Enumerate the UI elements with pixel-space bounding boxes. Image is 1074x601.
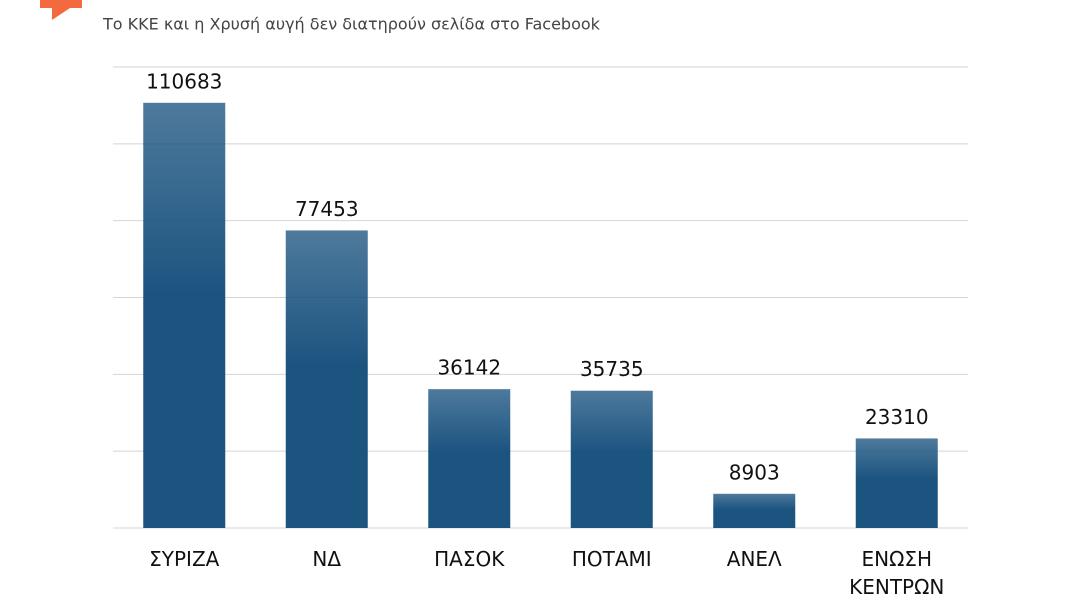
value-label: 36142: [437, 356, 501, 380]
chart-subtitle: Το ΚΚΕ και η Χρυσή αυγή δεν διατηρούν σε…: [102, 15, 601, 34]
bar: [285, 230, 368, 528]
bar: [855, 438, 938, 528]
bar: [143, 102, 226, 528]
bar: [570, 390, 653, 528]
bar: [713, 493, 796, 528]
x-tick-label: ΑΝΕΛ: [726, 547, 782, 571]
x-tick-label: ΣΥΡΙΖΑ: [149, 547, 220, 571]
value-label: 77453: [295, 197, 359, 221]
bar: [428, 389, 511, 528]
x-tick-label: ΝΔ: [312, 547, 342, 571]
logo-icon: [40, 0, 82, 20]
value-label: 8903: [729, 460, 780, 484]
value-label: 35735: [580, 357, 644, 381]
value-label: 110683: [146, 69, 222, 93]
x-tick-label: ΠΑΣΟΚ: [434, 547, 505, 571]
value-label: 23310: [865, 405, 929, 429]
x-tick-label: ΕΝΩΣΗ ΚΕΝΤΡΩΝ: [849, 547, 945, 599]
x-tick-label: ΠΟΤΑΜΙ: [571, 547, 652, 571]
